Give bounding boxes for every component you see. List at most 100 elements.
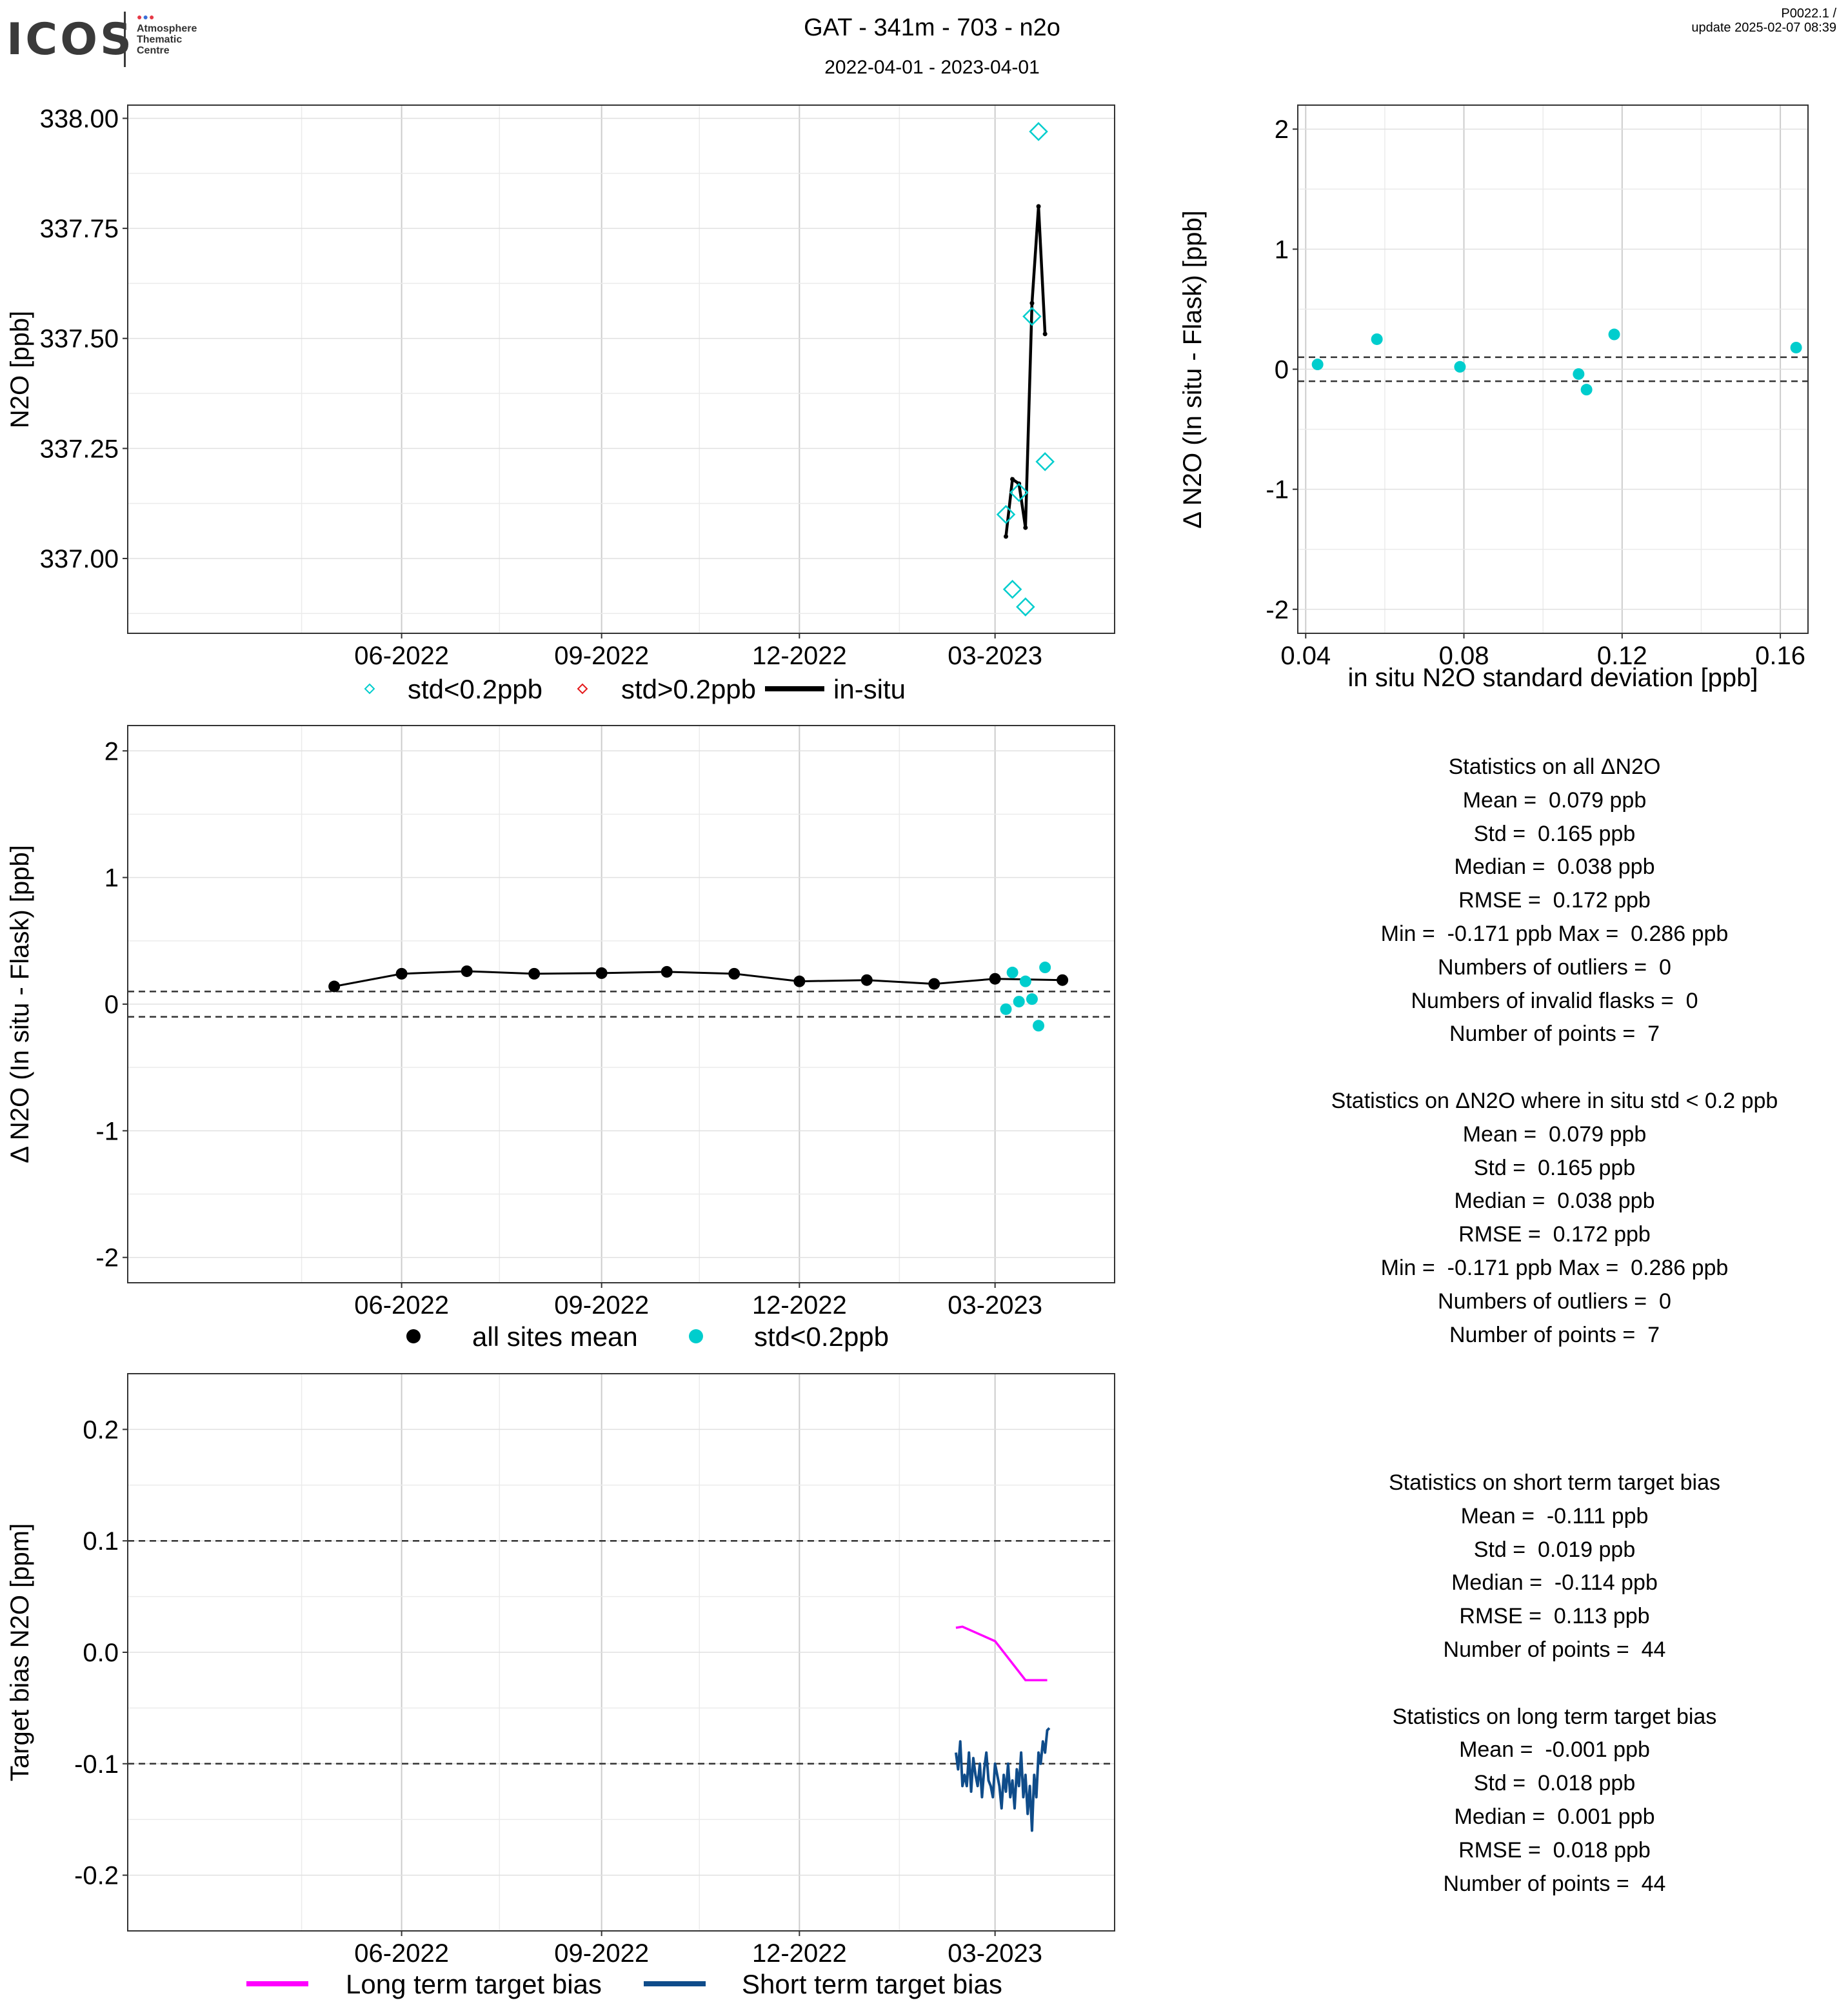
stats-line: Median = -0.114 ppb xyxy=(1451,1570,1658,1596)
x-tick-label: 0.16 xyxy=(1755,642,1805,670)
legend-label: Short term target bias xyxy=(742,1969,1002,1999)
stats-line: Mean = -0.001 ppb xyxy=(1459,1737,1650,1763)
flask-delta-point xyxy=(1026,993,1038,1005)
y-tick-label: 2 xyxy=(1275,115,1289,144)
x-tick-label: 06-2022 xyxy=(354,642,449,670)
logo-subtitle-line: Atmosphere xyxy=(137,23,197,34)
stats-line: Numbers of outliers = 0 xyxy=(1438,1289,1671,1314)
stats-line: Statistics on long term target bias xyxy=(1392,1704,1717,1729)
flask-point xyxy=(996,504,1016,524)
stats-target-bias: Statistics on short term target bias Mean… xyxy=(1264,1467,1845,1901)
logo-subtitle: Atmosphere Thematic Centre xyxy=(137,23,197,56)
flask-delta-point xyxy=(1006,966,1018,978)
logo-subtitle-line: Thematic xyxy=(137,34,183,45)
stats-line: Min = -0.171 ppb Max = 0.286 ppb xyxy=(1380,921,1729,946)
stats-line xyxy=(1264,1667,1845,1701)
y-tick-label: 337.50 xyxy=(40,325,119,353)
legend-key-mean xyxy=(406,1329,421,1343)
logo-subtitle-line: Centre xyxy=(137,45,170,56)
legend-label: std<0.2ppb xyxy=(408,674,542,704)
y-axis-label: N2O [ppb] xyxy=(6,311,34,428)
update-timestamp: update 2025-02-07 08:39 xyxy=(1691,21,1836,35)
stats-line: Numbers of outliers = 0 xyxy=(1438,954,1671,980)
legend-key-low-std xyxy=(364,683,375,695)
x-tick-label: 06-2022 xyxy=(354,1939,449,1968)
x-tick-label: 0.04 xyxy=(1280,642,1331,670)
in-situ-point xyxy=(1023,525,1028,530)
stats-line: Number of points = 7 xyxy=(1449,1322,1660,1347)
short-term-bias-line xyxy=(955,1727,1051,1832)
all-sites-mean-point xyxy=(661,965,673,978)
data-point xyxy=(1311,359,1324,371)
flask-delta-point xyxy=(1033,1020,1045,1032)
flask-point xyxy=(1016,597,1035,617)
stats-line: RMSE = 0.113 ppb xyxy=(1459,1604,1650,1629)
y-tick-label: 2 xyxy=(104,737,119,766)
y-tick-label: 1 xyxy=(104,864,119,893)
data-point xyxy=(1790,341,1802,353)
y-tick-label: -1 xyxy=(95,1117,119,1145)
page-title: GAT - 341m - 703 - n2o xyxy=(804,14,1060,41)
stats-line: Number of points = 44 xyxy=(1443,1871,1666,1896)
y-tick-label: 1 xyxy=(1275,235,1289,264)
stats-line xyxy=(1264,1051,1845,1085)
in-situ-point xyxy=(1042,331,1048,337)
all-sites-mean-point xyxy=(328,980,341,993)
all-sites-mean-point xyxy=(395,967,408,980)
x-tick-label: 03-2023 xyxy=(948,1291,1042,1320)
stats-line: Median = 0.001 ppb xyxy=(1454,1804,1655,1829)
x-tick-label: 09-2022 xyxy=(554,1939,649,1968)
all-sites-mean-point xyxy=(793,975,806,987)
in-situ-line xyxy=(1004,206,1047,537)
timeseries-chart: 06-2022 09-2022 12-2022 03-2023 337.00 337.25… xyxy=(6,104,1115,704)
data-point xyxy=(1454,361,1466,373)
y-tick-label: -1 xyxy=(1266,476,1289,504)
in-situ-point xyxy=(1010,477,1015,482)
stats-line: Mean = -0.111 ppb xyxy=(1460,1503,1649,1528)
x-tick-label: 06-2022 xyxy=(354,1291,449,1320)
x-tick-label: 12-2022 xyxy=(752,1939,847,1968)
stats-line: Std = 0.165 ppb xyxy=(1473,1155,1636,1180)
data-point xyxy=(1580,384,1593,396)
all-sites-mean-point xyxy=(928,978,940,990)
stats-line: Numbers of invalid flasks = 0 xyxy=(1411,988,1698,1013)
x-tick-label: 0.08 xyxy=(1439,642,1489,670)
flask-delta-point xyxy=(1000,1003,1012,1015)
logo-divider xyxy=(124,12,126,67)
y-tick-label: 0.0 xyxy=(83,1639,119,1667)
all-sites-mean-point xyxy=(461,965,473,977)
in-situ-point xyxy=(1003,534,1008,539)
data-point xyxy=(1608,328,1620,341)
flask-delta-point xyxy=(1039,962,1051,974)
data-point xyxy=(1371,333,1383,345)
y-tick-label: 337.75 xyxy=(40,215,119,243)
stats-line: Number of points = 7 xyxy=(1449,1022,1660,1047)
flask-point xyxy=(1009,482,1029,502)
y-tick-label: 337.25 xyxy=(40,435,119,463)
all-sites-mean-point xyxy=(528,967,541,980)
y-tick-label: 338.00 xyxy=(40,104,119,133)
stats-line: RMSE = 0.018 ppb xyxy=(1458,1837,1651,1863)
y-tick-label: -2 xyxy=(95,1244,119,1272)
delta-vs-std-chart: 0.04 0.08 0.12 0.16 -2 -1 0 1 2 in situ N2O stand… xyxy=(1178,104,1809,692)
stats-line: Median = 0.038 ppb xyxy=(1454,1189,1655,1214)
delta-timeseries-chart: 06-2022 09-2022 12-2022 03-2023 -2 -1 0 1 2 Δ N2O… xyxy=(6,725,1115,1352)
x-tick-label: 09-2022 xyxy=(554,1291,649,1320)
stats-line: Std = 0.019 ppb xyxy=(1473,1537,1636,1562)
y-tick-label: -2 xyxy=(1266,596,1289,624)
date-range: 2022-04-01 - 2023-04-01 xyxy=(824,57,1040,78)
stats-line: Statistics on short term target bias xyxy=(1389,1470,1720,1495)
all-sites-mean-point xyxy=(1057,974,1069,986)
y-tick-label: -0.1 xyxy=(74,1750,119,1779)
legend-label: in-situ xyxy=(833,674,906,704)
plot-frame xyxy=(127,725,1115,1283)
y-tick-label: 0.1 xyxy=(83,1527,119,1556)
legend-label: all sites mean xyxy=(472,1321,638,1352)
version-label: P0022.1 / xyxy=(1781,6,1836,21)
flask-point xyxy=(1035,452,1055,471)
y-tick-label: 0.2 xyxy=(83,1416,119,1444)
stats-line: Median = 0.038 ppb xyxy=(1454,855,1655,880)
legend-label: std<0.2ppb xyxy=(754,1321,889,1352)
plot-frame xyxy=(127,1373,1115,1932)
y-tick-label: -0.2 xyxy=(74,1862,119,1890)
